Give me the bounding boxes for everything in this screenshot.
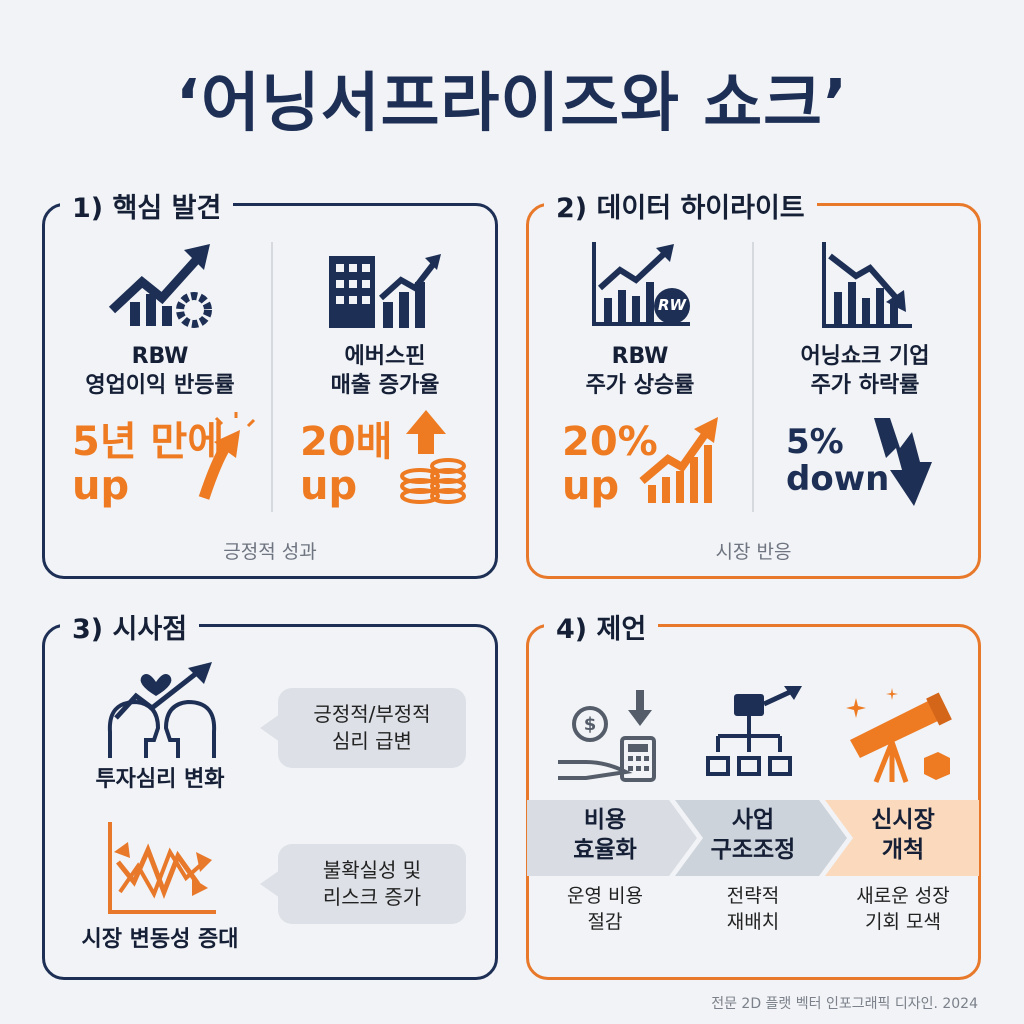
step-description: 전략적 재배치: [726, 885, 780, 933]
item-highlight: 5% down: [786, 422, 890, 500]
bubble-tail: [260, 714, 280, 742]
panel-footer: 시장 반응: [715, 541, 792, 563]
step-label: 비용 효율화: [573, 807, 637, 863]
icon-coins-arrow: [400, 410, 466, 504]
divider: [752, 242, 754, 512]
panel-footer: 긍정적 성과: [223, 541, 317, 563]
item-highlight: 5년 만에 up: [72, 419, 225, 509]
svg-text:$: $: [584, 714, 597, 735]
item-label: 시장 변동성 증대: [81, 927, 239, 952]
icon-restructure: [706, 686, 802, 776]
item-label: 어닝쇼크 기업 주가 하락률: [800, 344, 930, 398]
item-highlight: 20% up: [562, 419, 658, 509]
divider: [271, 242, 273, 512]
icon-up-arrow: [198, 412, 256, 500]
panel: [42, 203, 498, 579]
item-label: RBW 주가 상승률: [585, 344, 695, 398]
step-chevrons: [527, 800, 979, 876]
icon-stock-up: [592, 242, 690, 326]
panel-heading: 3) 시사점: [60, 607, 200, 646]
step-description: 운영 비용 절감: [567, 885, 643, 933]
icon-up-trend: [639, 417, 718, 503]
icon-sentiment: [107, 662, 217, 758]
item-label: RBW 영업이익 반등률: [85, 344, 235, 398]
item-label: 에버스핀 매출 증가율: [330, 344, 440, 398]
icon-cost: $: [558, 690, 656, 782]
page-title: ‘어닝서프라이즈와 쇼크’: [175, 67, 849, 141]
icon-volatility: [108, 822, 216, 914]
panel: [42, 624, 498, 980]
icon-building-chart: [329, 254, 441, 328]
bubble-tail: [260, 870, 280, 898]
note-bubble: 불확실성 및 리스크 증가: [278, 844, 466, 924]
note-bubble: 긍정적/부정적 심리 급변: [278, 688, 466, 768]
item-highlight: 20배 up: [300, 419, 393, 509]
step-label: 신시장 개척: [871, 807, 935, 863]
item-label: 투자심리 변화: [95, 767, 225, 792]
panel-heading: 2) 데이터 하이라이트: [544, 186, 817, 225]
panel-heading: 1) 핵심 발견: [60, 186, 234, 225]
icon-badge: RW: [657, 296, 687, 314]
icon-down-arrow: [874, 418, 932, 506]
step-description: 새로운 성장 기회 모색: [856, 885, 950, 933]
page-footer: 전문 2D 플랫 벡터 인포그래픽 디자인. 2024: [711, 996, 978, 1012]
icon-telescope: [846, 688, 952, 783]
step-label: 사업 구조조정: [710, 807, 796, 863]
icon-stock-down: [822, 242, 912, 328]
panel-heading: 4) 제언: [544, 607, 659, 646]
icon-growth-gear: [108, 244, 212, 328]
